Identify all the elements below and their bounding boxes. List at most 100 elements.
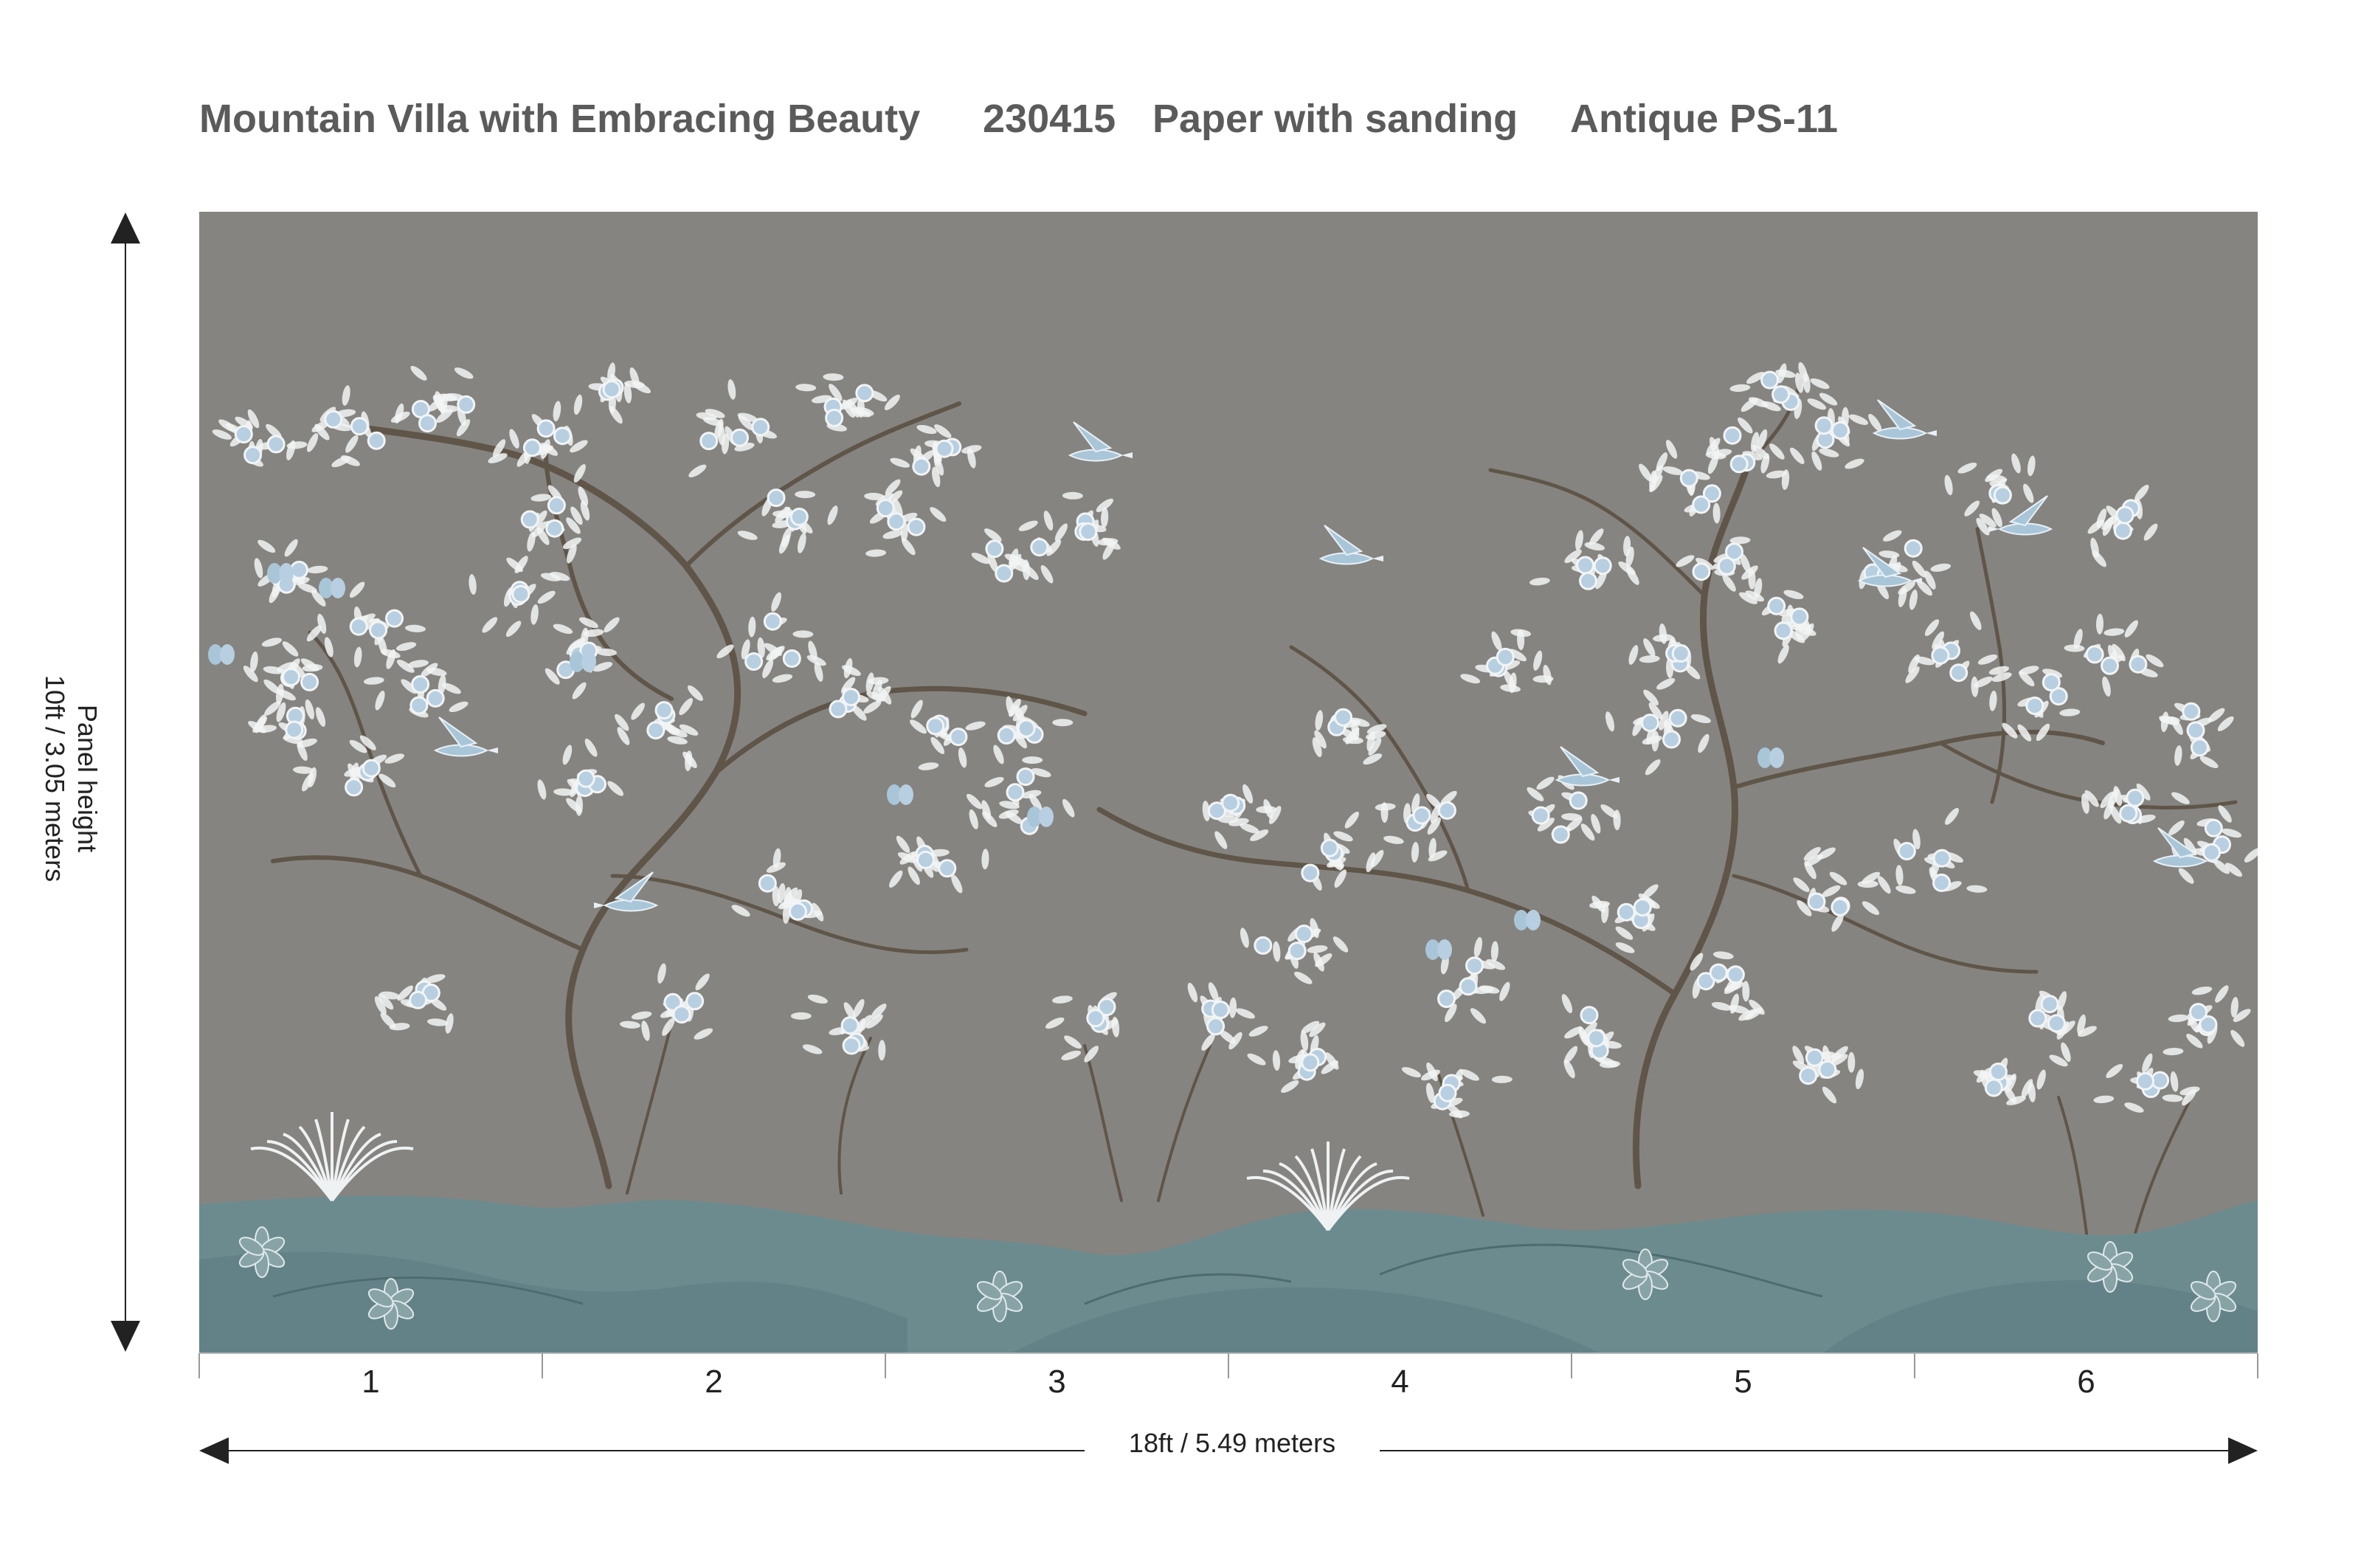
leaf <box>1589 528 1604 545</box>
flower <box>1206 1017 1226 1036</box>
leaf <box>2163 1048 2184 1056</box>
leaf <box>349 739 367 753</box>
leaf <box>716 644 734 659</box>
leaf <box>2215 985 2229 1003</box>
leaf <box>1887 563 1908 573</box>
leaf <box>1363 753 1383 765</box>
flower <box>788 902 807 921</box>
leaf <box>1868 413 1882 432</box>
leaf <box>679 698 694 716</box>
leaf <box>934 424 952 438</box>
leaf <box>1536 776 1555 790</box>
leaf <box>1575 530 1583 551</box>
leaf <box>1051 995 1073 1004</box>
leaf <box>1738 1009 1757 1021</box>
leaf <box>438 674 446 695</box>
leaf <box>1263 799 1273 819</box>
leaf <box>772 885 780 907</box>
petal <box>2190 1281 2216 1300</box>
leaf <box>1659 711 1669 731</box>
flower <box>2186 721 2205 740</box>
flower <box>1696 972 1715 991</box>
leaf <box>1446 1103 1463 1119</box>
height-title: Panel height <box>72 704 103 853</box>
blossom-cluster <box>1761 590 1816 664</box>
leaf <box>247 409 260 429</box>
blossom-cluster <box>1437 936 1510 1024</box>
flower <box>1097 998 1116 1017</box>
flower <box>1211 1001 1230 1019</box>
leaf <box>1314 730 1327 749</box>
grass-blade <box>331 1125 366 1201</box>
leaf <box>1300 1030 1309 1051</box>
leaf <box>823 373 844 381</box>
leaf <box>1957 463 1977 474</box>
hills <box>199 1195 2258 1353</box>
leaf <box>243 666 258 683</box>
leaf <box>1642 884 1659 899</box>
butterfly-wing <box>1769 747 1784 768</box>
leaf <box>410 365 427 381</box>
leaf <box>570 440 588 453</box>
leaf <box>2023 483 2034 503</box>
leaf <box>1031 768 1051 778</box>
flower <box>1437 990 1456 1009</box>
leaf <box>566 544 577 564</box>
flower <box>1662 730 1681 749</box>
leaf <box>807 994 828 1004</box>
blossom-cluster <box>1561 994 1622 1079</box>
leaf <box>384 753 404 764</box>
leaf <box>930 507 947 522</box>
bird-wing <box>1073 421 1113 453</box>
pattern-name: Mountain Villa with Embracing Beauty <box>199 97 921 141</box>
leaf <box>456 418 471 437</box>
blossom-cluster <box>1792 1045 1864 1104</box>
bird-tail <box>1121 452 1133 458</box>
butterfly <box>1425 939 1452 960</box>
blossom-cluster <box>814 657 892 721</box>
leaf <box>1964 500 1980 517</box>
leaf <box>527 531 536 552</box>
blossom-cluster <box>790 994 887 1061</box>
blossom-cluster <box>1589 884 1660 953</box>
leaf <box>1916 580 1933 596</box>
leaf <box>1250 829 1269 841</box>
leaf <box>1740 553 1751 573</box>
butterfly-wing <box>1027 807 1042 827</box>
leaf <box>1600 804 1618 818</box>
leaf <box>2174 745 2182 766</box>
leaf <box>795 384 817 392</box>
leaf <box>389 1023 410 1031</box>
leaf <box>1061 1050 1082 1060</box>
flower <box>1593 556 1612 576</box>
butterfly-wing <box>899 784 913 805</box>
leaf <box>261 638 282 647</box>
leaf <box>286 441 308 449</box>
flower <box>767 488 786 508</box>
blossom-cluster <box>737 488 838 554</box>
blossom-cluster <box>2081 783 2190 824</box>
leaf <box>212 429 232 440</box>
leaf <box>572 682 587 700</box>
leaf <box>297 742 308 761</box>
leaf <box>254 558 263 578</box>
leaf <box>928 849 950 857</box>
panel-ticks <box>198 1353 2258 1378</box>
leaf <box>981 849 989 870</box>
leaf <box>1370 849 1384 868</box>
leaf <box>264 701 281 716</box>
flower <box>285 720 304 739</box>
leaf <box>537 779 547 800</box>
leaf <box>1062 491 1083 500</box>
bird-wing <box>438 716 478 748</box>
leaf <box>2017 724 2032 742</box>
flower <box>699 432 719 451</box>
flower <box>855 384 874 403</box>
leaf <box>1564 1026 1583 1039</box>
flower <box>300 672 319 691</box>
leaf <box>1847 1051 1856 1073</box>
blossom-cluster <box>2028 990 2097 1067</box>
butterfly <box>1514 910 1541 930</box>
blossom-cluster <box>1974 666 2081 742</box>
leaf <box>841 665 861 676</box>
